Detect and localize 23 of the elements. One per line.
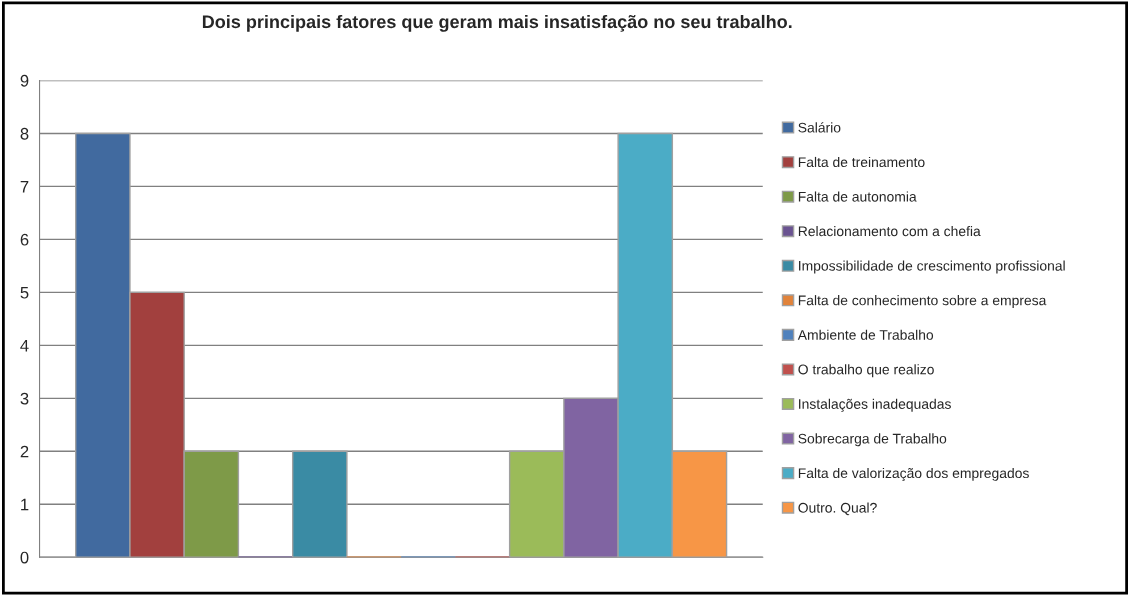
y-tick-label: 9 [20, 74, 29, 87]
legend-label: Falta de valorização dos empregados [798, 467, 1029, 481]
y-tick-label: 3 [20, 392, 29, 405]
y-tick-label: 0 [20, 551, 29, 564]
legend-label: Sobrecarga de Trabalho [798, 433, 947, 447]
y-tick-label: 7 [20, 180, 29, 193]
y-tick-label: 8 [20, 127, 29, 140]
legend-label: Falta de conhecimento sobre a empresa [798, 295, 1047, 309]
y-tick-label: 5 [20, 286, 29, 299]
legend-label: Falta de autonomia [798, 191, 917, 202]
legend-label: Relacionamento com a chefia [798, 225, 981, 237]
legend-label: Falta de treinamento [798, 156, 925, 168]
y-tick-label: 4 [20, 339, 29, 352]
legend-label: Instalações inadequadas [799, 398, 951, 412]
y-tick-label: 6 [20, 233, 29, 246]
legend-label: Ambiente de Trabalho [797, 329, 934, 340]
legend-label: Salário [798, 122, 841, 133]
chart-title: Dois principais fatores que geram mais insatisfação no seu trabalho. [202, 14, 792, 32]
legend-label: Impossibilidade de crescimento profissional [799, 260, 1065, 274]
y-tick-label: 2 [20, 445, 29, 458]
legend-label: Outro. Qual? [798, 502, 877, 516]
legend-label: O trabalho que realizo [798, 364, 934, 378]
y-tick-label: 1 [21, 498, 29, 511]
